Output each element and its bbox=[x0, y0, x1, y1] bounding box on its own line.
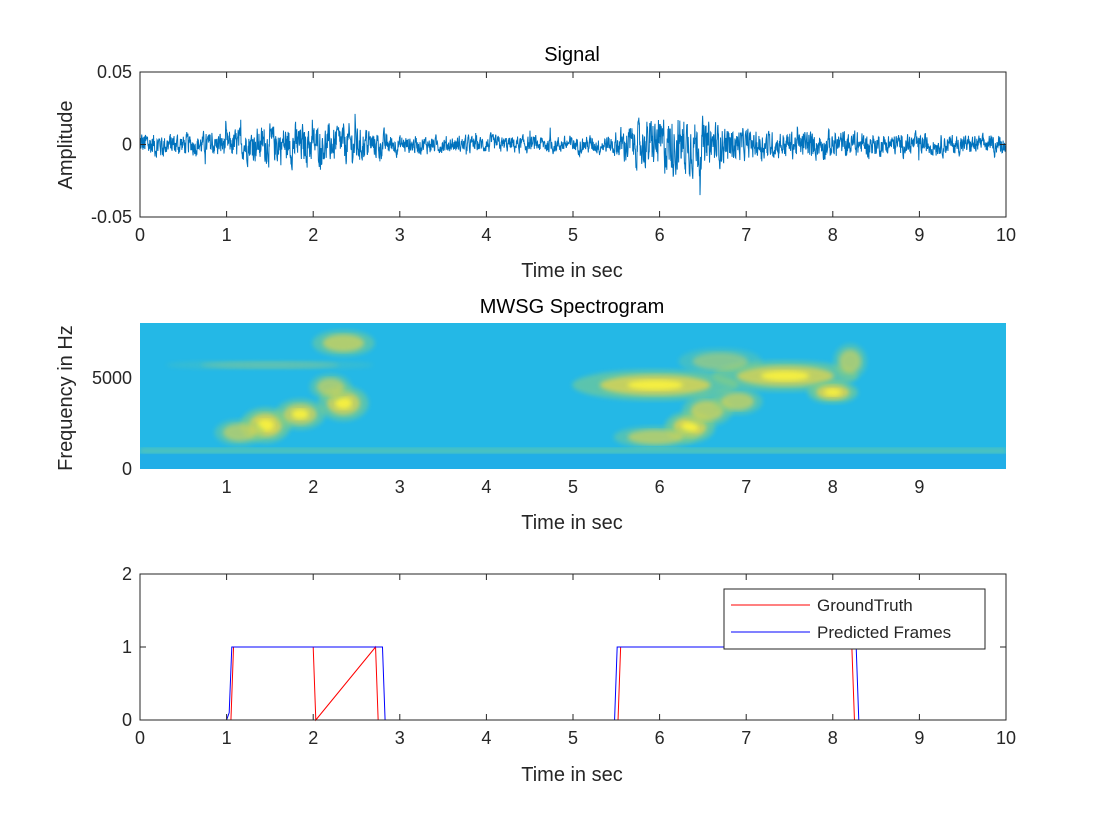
spectrogram-xlabel: Time in sec bbox=[521, 512, 623, 534]
y-tick-label: 0.05 bbox=[97, 62, 132, 82]
groundtruth-line bbox=[140, 645, 1006, 722]
spectrogram-energy-peak bbox=[681, 421, 699, 433]
spectrogram-energy-blob bbox=[200, 361, 340, 369]
y-tick-label: 0 bbox=[122, 710, 132, 730]
spectrogram-energy-peak bbox=[291, 409, 309, 420]
x-tick-label: 7 bbox=[741, 728, 751, 748]
signal-axes-box bbox=[139, 71, 1007, 218]
spectrogram-energy-peak bbox=[627, 379, 683, 391]
y-tick-label: 0 bbox=[122, 459, 132, 479]
x-tick-label: 4 bbox=[481, 225, 491, 245]
x-tick-label: 2 bbox=[308, 477, 318, 497]
legend-label-groundtruth: GroundTruth bbox=[817, 596, 913, 615]
spectrogram-plot: MWSG Spectrogram 1 2 3 4 5 6 7 8 9 0 5000 Time in … bbox=[55, 296, 1006, 534]
x-tick-label: 3 bbox=[395, 477, 405, 497]
spectrogram-ylabel: Frequency in Hz bbox=[55, 325, 77, 471]
x-tick-label: 9 bbox=[914, 477, 924, 497]
spectrogram-energy-peak bbox=[824, 388, 842, 396]
y-tick-label: 1 bbox=[122, 637, 132, 657]
legend-label-predicted: Predicted Frames bbox=[817, 623, 951, 642]
x-tick-label: 10 bbox=[996, 225, 1016, 245]
frames-xlabel: Time in sec bbox=[521, 764, 623, 786]
x-tick-label: 5 bbox=[568, 477, 578, 497]
low-frequency-floor bbox=[140, 453, 1006, 469]
x-tick-label: 2 bbox=[308, 225, 318, 245]
spectrogram-energy-blob bbox=[322, 334, 365, 352]
x-tick-label: 1 bbox=[222, 225, 232, 245]
x-tick-label: 3 bbox=[395, 728, 405, 748]
spectrogram-background bbox=[140, 323, 1006, 469]
y-tick-label: -0.05 bbox=[91, 207, 132, 227]
x-tick-label: 2 bbox=[308, 728, 318, 748]
frames-plot: 0 1 2 3 4 5 6 7 8 9 10 0 1 2 Time in sec GroundTruth … bbox=[122, 564, 1016, 786]
signal-title: Signal bbox=[544, 44, 600, 66]
x-tick-label: 7 bbox=[741, 225, 751, 245]
x-tick-label: 1 bbox=[222, 728, 232, 748]
spectrogram-energy-blob bbox=[720, 392, 755, 411]
x-tick-label: 9 bbox=[914, 728, 924, 748]
signal-xlabel: Time in sec bbox=[521, 260, 623, 282]
x-tick-label: 4 bbox=[481, 477, 491, 497]
x-tick-label: 1 bbox=[222, 477, 232, 497]
signal-trace bbox=[140, 113, 1006, 196]
y-tick-label: 5000 bbox=[92, 368, 132, 388]
x-tick-label: 0 bbox=[135, 728, 145, 748]
y-tick-label: 2 bbox=[122, 564, 132, 584]
spectrogram-energy-peak bbox=[335, 397, 352, 410]
spectrogram-title: MWSG Spectrogram bbox=[480, 296, 664, 318]
spectrogram-energy-blob bbox=[692, 352, 748, 371]
x-tick-label: 0 bbox=[135, 225, 145, 245]
x-tick-label: 10 bbox=[996, 728, 1016, 748]
spectrogram-energy-blob bbox=[222, 423, 257, 442]
frames-axes-box bbox=[139, 573, 1007, 721]
x-tick-label: 8 bbox=[828, 728, 838, 748]
signal-ylabel: Amplitude bbox=[55, 101, 77, 190]
spectrogram-energy-blob bbox=[839, 349, 862, 374]
x-tick-label: 6 bbox=[655, 225, 665, 245]
x-tick-label: 5 bbox=[568, 225, 578, 245]
x-tick-label: 8 bbox=[828, 477, 838, 497]
x-tick-label: 8 bbox=[828, 225, 838, 245]
x-tick-label: 6 bbox=[655, 477, 665, 497]
spectrogram-image bbox=[140, 329, 1006, 469]
frames-legend: GroundTruth Predicted Frames bbox=[723, 588, 986, 650]
y-tick-label: 0 bbox=[122, 135, 132, 155]
spectrogram-energy-blob bbox=[316, 378, 345, 396]
x-tick-label: 4 bbox=[481, 728, 491, 748]
spectrogram-energy-blob bbox=[627, 429, 683, 445]
spectrogram-energy-peak bbox=[760, 370, 810, 382]
x-tick-label: 9 bbox=[914, 225, 924, 245]
low-frequency-band bbox=[140, 447, 1006, 454]
x-tick-label: 3 bbox=[395, 225, 405, 245]
x-tick-label: 6 bbox=[655, 728, 665, 748]
x-tick-label: 7 bbox=[741, 477, 751, 497]
x-tick-label: 5 bbox=[568, 728, 578, 748]
